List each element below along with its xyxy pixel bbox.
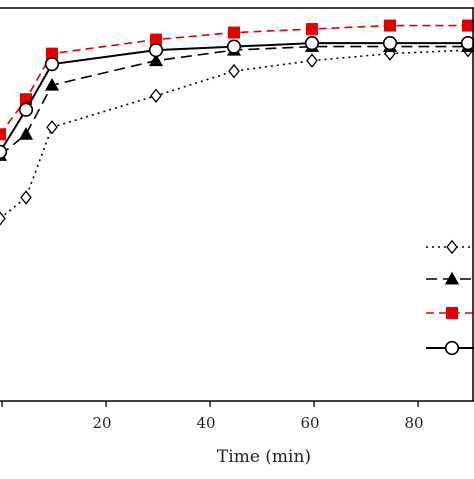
axes: Time (min) 20 40 60 80 xyxy=(0,7,474,467)
legend-entry-2 xyxy=(426,271,474,285)
legend-marker xyxy=(446,239,458,255)
x-tick-label: 20 xyxy=(92,414,111,432)
legend-marker xyxy=(444,271,460,285)
x-tick-label: 60 xyxy=(300,414,319,432)
x-tick-label: 80 xyxy=(404,414,423,432)
data-point xyxy=(44,57,60,72)
data-point xyxy=(384,19,396,32)
series-2 xyxy=(0,39,474,161)
data-point xyxy=(304,35,320,51)
series-line xyxy=(0,24,468,135)
x-axis-title: Time (min) xyxy=(217,447,311,467)
data-point xyxy=(44,77,60,91)
series-line xyxy=(0,45,468,156)
data-point xyxy=(228,63,240,79)
data-point xyxy=(46,120,58,135)
data-point xyxy=(462,19,474,32)
data-point xyxy=(18,102,34,117)
data-point xyxy=(150,88,162,103)
data-point xyxy=(0,211,6,226)
data-point xyxy=(18,127,34,140)
series-4 xyxy=(0,35,474,159)
series-line xyxy=(0,42,468,153)
series-layer xyxy=(0,19,474,226)
data-point xyxy=(460,35,474,51)
series-3 xyxy=(0,19,474,141)
data-point xyxy=(148,53,164,67)
legend-marker xyxy=(446,307,458,319)
data-point xyxy=(0,144,8,159)
data-point xyxy=(226,39,242,54)
legend-entry-1 xyxy=(426,239,474,255)
legend-entry-3 xyxy=(426,307,474,319)
series-1 xyxy=(0,42,474,226)
legend-marker xyxy=(444,340,460,356)
data-point xyxy=(228,26,240,39)
data-point xyxy=(382,35,398,51)
x-tick-label: 40 xyxy=(196,414,215,432)
data-point xyxy=(20,190,32,205)
data-point xyxy=(306,53,318,68)
data-point xyxy=(148,43,164,58)
legend xyxy=(426,239,474,356)
data-point xyxy=(0,128,6,141)
data-point xyxy=(306,23,318,36)
legend-entry-4 xyxy=(426,340,474,356)
